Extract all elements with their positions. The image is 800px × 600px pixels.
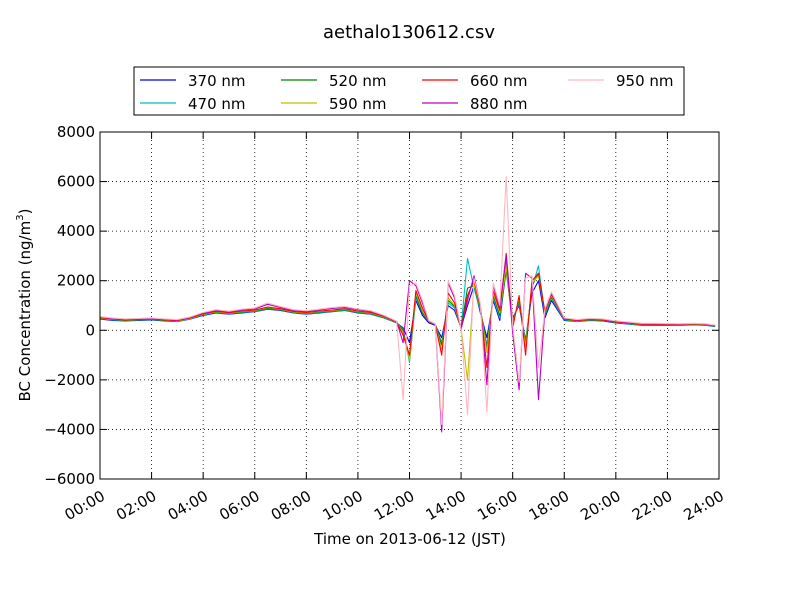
- x-tick-label: 24:00: [681, 487, 727, 524]
- legend-label: 370 nm: [188, 72, 246, 90]
- y-tick-label: 6000: [57, 173, 95, 191]
- grid: [100, 132, 719, 479]
- y-tick-label: 8000: [57, 123, 95, 141]
- y-tick-label: 0: [85, 321, 95, 339]
- y-axis-label-superscript: 3: [15, 214, 26, 220]
- x-tick-label: 20:00: [577, 487, 623, 524]
- legend-label: 520 nm: [329, 72, 387, 90]
- legend-box: [133, 66, 685, 116]
- y-tick-label: 4000: [57, 222, 95, 240]
- legend-label: 880 nm: [470, 95, 528, 113]
- legend: 370 nm 470 nm 520 nm 590 nm 660 nm 880 nm 950 …: [133, 66, 685, 116]
- x-tick-label: 14:00: [423, 487, 469, 524]
- x-tick-label: 02:00: [113, 487, 159, 524]
- y-axis-label-main: BC Concentration (ng/m: [16, 221, 34, 402]
- x-tick-label: 22:00: [629, 487, 675, 524]
- series-layer: [99, 176, 716, 433]
- x-tick-label: 00:00: [62, 487, 108, 524]
- x-tick-label: 04:00: [165, 487, 211, 524]
- legend-label: 590 nm: [329, 95, 387, 113]
- legend-label: 470 nm: [188, 95, 246, 113]
- chart-title: aethalo130612.csv: [323, 22, 495, 43]
- legend-label: 950 nm: [616, 72, 674, 90]
- series-line: [99, 176, 716, 426]
- x-tick-label: 10:00: [319, 487, 365, 524]
- series-line: [99, 252, 716, 369]
- y-tick-label: −4000: [44, 420, 95, 438]
- y-tick-label: −2000: [44, 371, 95, 389]
- x-tick-label: 16:00: [474, 487, 520, 524]
- legend-label: 660 nm: [470, 72, 528, 90]
- series-line: [99, 255, 716, 433]
- y-axis-label-close: ): [16, 209, 34, 215]
- x-tick-label: 08:00: [268, 487, 314, 524]
- x-tick-label: 18:00: [526, 487, 572, 524]
- y-tick-label: −6000: [44, 470, 95, 488]
- x-axis-label: Time on 2013-06-12 (JST): [313, 530, 506, 548]
- x-tick-label: 12:00: [371, 487, 417, 524]
- x-tick-label: 06:00: [216, 487, 262, 524]
- ticks: [99, 131, 720, 480]
- series-line: [99, 267, 716, 344]
- y-axis-label: BC Concentration (ng/m3): [15, 209, 34, 402]
- y-tick-label: 2000: [57, 272, 95, 290]
